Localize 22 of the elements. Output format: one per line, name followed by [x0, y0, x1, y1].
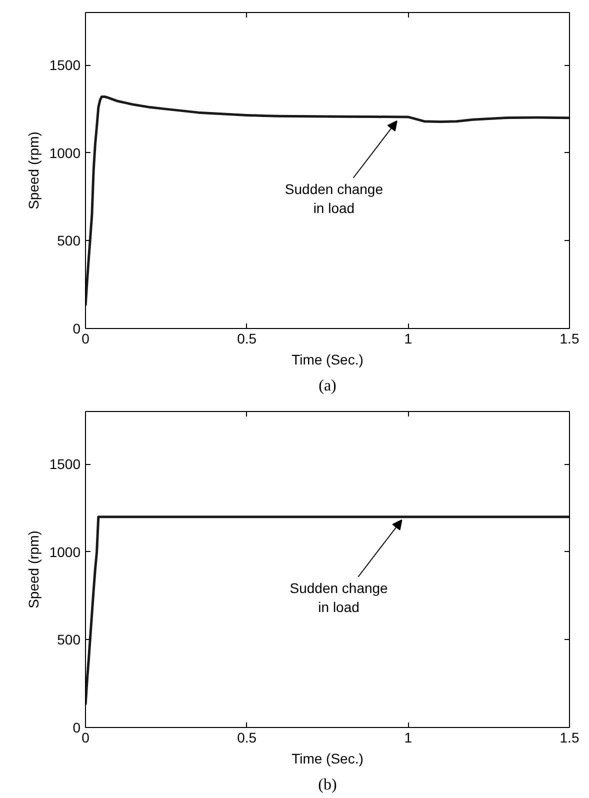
y-tick-label: 0	[72, 720, 81, 736]
annotation: Sudden change in load	[290, 580, 388, 616]
y-tick-label: 500	[57, 232, 81, 249]
annotation: Sudden change in load	[284, 181, 384, 216]
y-axis-title: Speed (rpm)	[25, 530, 42, 608]
x-tick-label: 1.5	[560, 330, 580, 346]
text: (a)	[318, 378, 336, 394]
y-tick-label: 1500	[49, 456, 81, 472]
x-tick-label: 1	[404, 330, 412, 346]
y-tick-label: 1500	[49, 57, 81, 74]
y-tick-label: 1000	[49, 144, 81, 161]
x-axis-title: Time (Sec.)	[292, 750, 364, 766]
y-tick-label: 500	[57, 632, 81, 648]
y-tick-label: 1000	[49, 544, 81, 560]
x-axis-title: Time (Sec.)	[292, 352, 364, 368]
x-tick-label: 1	[404, 730, 412, 746]
x-tick-label: 0.5	[237, 730, 257, 746]
y-axis-title: Speed (rpm)	[25, 132, 42, 210]
x-tick-label: 1.5	[560, 730, 580, 746]
y-tick-label: 0	[72, 320, 81, 336]
text: (b)	[318, 776, 337, 794]
x-tick-label: 0.5	[237, 330, 257, 346]
